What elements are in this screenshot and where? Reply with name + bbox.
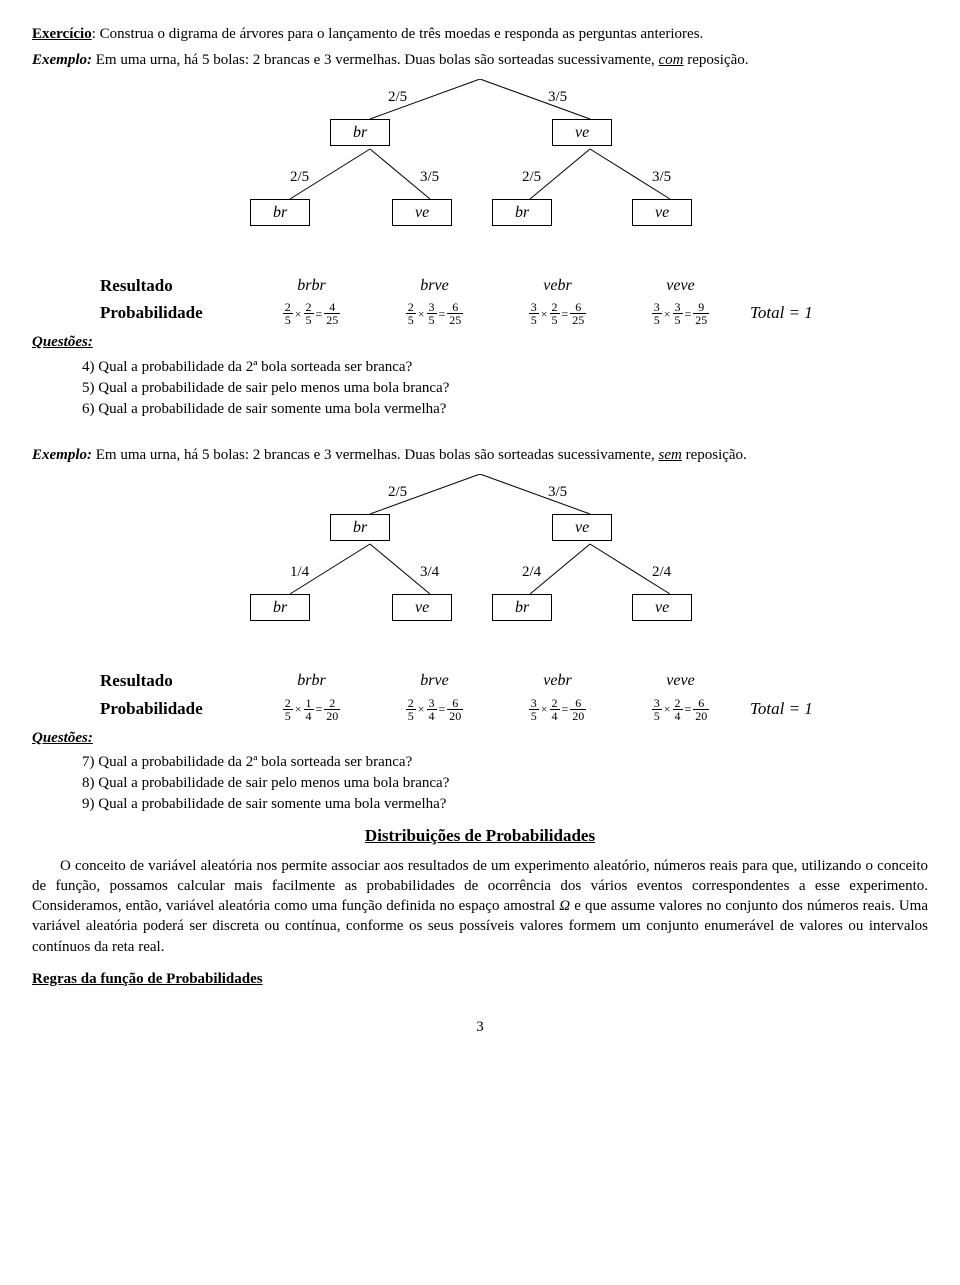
t1-n2-2: br	[492, 199, 552, 227]
t2-p2-2: 2/4	[522, 562, 541, 582]
exercicio-line: Exercício: Construa o digrama de árvores…	[32, 24, 928, 44]
exemplo2-u: sem	[659, 447, 682, 463]
t2-n2-0: br	[250, 594, 310, 622]
tree2: 2/5 3/5 br ve 1/4 3/4 2/4 2/4 br ve br v…	[130, 474, 830, 664]
q1-5: 5) Qual a probabilidade de sair pelo men…	[82, 378, 928, 398]
prob-cell: 25×25=425	[250, 301, 373, 326]
res2-out-0: brbr	[250, 670, 373, 692]
t2-n2-2: br	[492, 594, 552, 622]
prob-label-2: Probabilidade	[100, 698, 250, 721]
q1-6: 6) Qual a probabilidade de sair somente …	[82, 399, 928, 419]
t1-p2-3: 3/5	[652, 167, 671, 187]
t2-p2-3: 2/4	[652, 562, 671, 582]
res1-rows: Resultado brbr brve vebr veve Probabilid…	[100, 275, 860, 327]
q2-9: 9) Qual a probabilidade de sair somente …	[82, 794, 928, 814]
res1-out-1: brve	[373, 275, 496, 297]
total-2: Total = 1	[742, 698, 860, 721]
t2-p2-1: 3/4	[420, 562, 439, 582]
t2-n2-1: ve	[392, 594, 452, 622]
t2-n-tr: ve	[552, 514, 612, 542]
prob-cell: 35×25=625	[496, 301, 619, 326]
prob-cell: 35×24=620	[619, 697, 742, 722]
res1-out-3: veve	[619, 275, 742, 297]
t2-p-tr: 3/5	[548, 482, 567, 502]
exemplo1-after: reposição.	[684, 52, 749, 68]
tree1-lines	[130, 79, 830, 269]
t1-n-tl: br	[330, 119, 390, 147]
t1-p2-1: 3/5	[420, 167, 439, 187]
res1-out-0: brbr	[250, 275, 373, 297]
q1-4: 4) Qual a probabilidade da 2ª bola sorte…	[82, 357, 928, 377]
t1-n-tr: ve	[552, 119, 612, 147]
res2-out-2: vebr	[496, 670, 619, 692]
tree1: 2/5 3/5 br ve 2/5 3/5 2/5 3/5 br ve br v…	[130, 79, 830, 269]
exemplo1-u: com	[659, 52, 684, 68]
questions-2: 7) Qual a probabilidade da 2ª bola sorte…	[82, 752, 928, 815]
resultado-label-2: Resultado	[100, 670, 250, 693]
prob-cell: 25×35=625	[373, 301, 496, 326]
tree2-lines	[130, 474, 830, 664]
q2-8: 8) Qual a probabilidade de sair pelo men…	[82, 773, 928, 793]
resultado-label-1: Resultado	[100, 275, 250, 298]
t2-n-tl: br	[330, 514, 390, 542]
res1-out-2: vebr	[496, 275, 619, 297]
paragraph-dist: O conceito de variável aleatória nos per…	[32, 856, 928, 957]
t1-p-tl: 2/5	[388, 87, 407, 107]
t1-n2-3: ve	[632, 199, 692, 227]
exercicio-label: Exercício	[32, 26, 92, 42]
exemplo2-line: Exemplo: Em uma urna, há 5 bolas: 2 bran…	[32, 445, 928, 465]
t1-n2-1: ve	[392, 199, 452, 227]
questoes-label-1: Questões:	[32, 332, 928, 352]
res2-out-3: veve	[619, 670, 742, 692]
exemplo2-text: Em uma urna, há 5 bolas: 2 brancas e 3 v…	[92, 447, 659, 463]
q2-7: 7) Qual a probabilidade da 2ª bola sorte…	[82, 752, 928, 772]
prob-cell: 35×35=925	[619, 301, 742, 326]
t1-n2-0: br	[250, 199, 310, 227]
t1-p2-0: 2/5	[290, 167, 309, 187]
questoes-label-2: Questões:	[32, 728, 928, 748]
prob-cell: 25×14=220	[250, 697, 373, 722]
t2-p2-0: 1/4	[290, 562, 309, 582]
t1-p2-2: 2/5	[522, 167, 541, 187]
dist-title: Distribuições de Probabilidades	[32, 825, 928, 848]
exemplo1-text: Em uma urna, há 5 bolas: 2 brancas e 3 v…	[92, 52, 659, 68]
exemplo1-line: Exemplo: Em uma urna, há 5 bolas: 2 bran…	[32, 50, 928, 70]
res2-out-1: brve	[373, 670, 496, 692]
prob-label-1: Probabilidade	[100, 302, 250, 325]
total-1: Total = 1	[742, 302, 860, 325]
questions-1: 4) Qual a probabilidade da 2ª bola sorte…	[82, 357, 928, 420]
omega-symbol: Ω	[559, 898, 570, 914]
exercicio-text: : Construa o digrama de árvores para o l…	[92, 26, 704, 42]
t1-p-tr: 3/5	[548, 87, 567, 107]
prob-cell: 35×24=620	[496, 697, 619, 722]
exemplo2-after: reposição.	[682, 447, 747, 463]
t2-p-tl: 2/5	[388, 482, 407, 502]
prob-cell: 25×34=620	[373, 697, 496, 722]
t2-n2-3: ve	[632, 594, 692, 622]
res2-rows: Resultado brbr brve vebr veve Probabilid…	[100, 670, 860, 722]
regras-title: Regras da função de Probabilidades	[32, 969, 928, 989]
exemplo2-label: Exemplo:	[32, 447, 92, 463]
exemplo1-label: Exemplo:	[32, 52, 92, 68]
page-number: 3	[32, 1017, 928, 1037]
